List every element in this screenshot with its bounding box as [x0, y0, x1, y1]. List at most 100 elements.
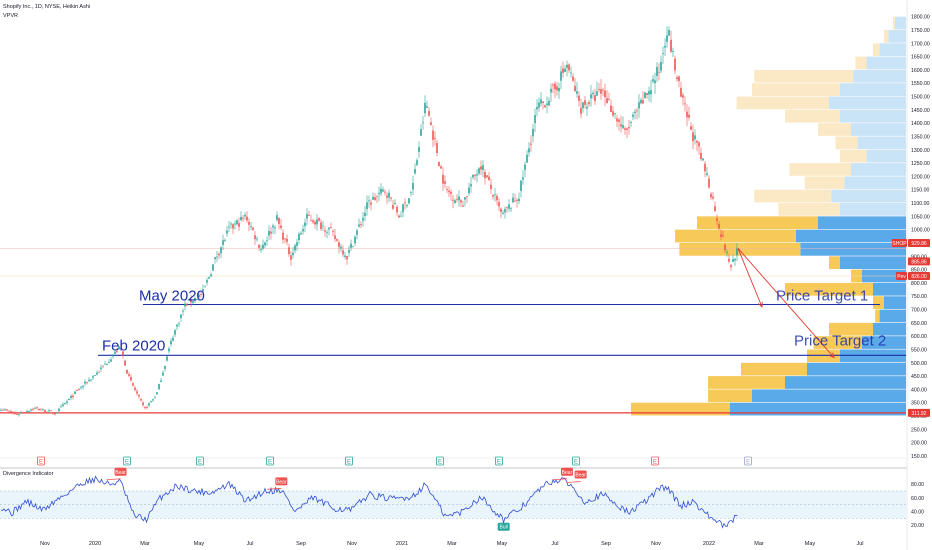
- candle-body: [112, 355, 114, 357]
- candle-body: [720, 234, 722, 237]
- candle-body: [62, 404, 64, 406]
- candle-body: [94, 375, 96, 377]
- earnings-event-label: E: [268, 460, 272, 466]
- candle-body: [202, 289, 204, 291]
- candle-body: [100, 367, 102, 370]
- candle-body: [292, 252, 294, 256]
- candle-body: [474, 174, 476, 176]
- candle-body: [22, 412, 24, 414]
- candle-body: [110, 359, 112, 362]
- candle-body: [582, 102, 584, 109]
- price-axis[interactable]: 150.00 200.00 250.00 300.00 350.00 400.00 450.…: [892, 0, 932, 550]
- candle-body: [270, 231, 272, 234]
- candle-body: [312, 220, 314, 223]
- candle-body: [204, 286, 206, 288]
- candle-body: [386, 195, 388, 198]
- candle-body: [80, 386, 82, 388]
- vp-up-bar: [851, 123, 906, 136]
- signal-label: Bull: [500, 525, 508, 531]
- bear-signal-badge: [114, 467, 127, 476]
- candle-body: [512, 197, 514, 203]
- candle-body: [134, 387, 136, 390]
- earnings-event-marker: [436, 456, 444, 466]
- candle-body: [480, 166, 482, 170]
- candle-body: [174, 330, 176, 335]
- price-tick-label: 150.00: [911, 454, 927, 460]
- vp-down-bar: [708, 376, 785, 389]
- candle-body: [574, 85, 576, 92]
- time-tick-label: Nov: [40, 541, 50, 547]
- candle-body: [458, 196, 460, 201]
- candle-body: [192, 301, 194, 303]
- candle-body: [588, 102, 590, 105]
- rsi-tick-label: 60.00: [911, 496, 924, 502]
- earnings-event-marker: [651, 456, 659, 466]
- candle-body: [168, 348, 170, 352]
- horizontal-lines[interactable]: [0, 248, 906, 414]
- candle-body: [92, 376, 94, 378]
- candle-body: [276, 215, 278, 221]
- vp-up-bar: [879, 43, 906, 57]
- candle-body: [324, 230, 326, 232]
- vp-down-bar: [736, 96, 829, 110]
- candle-body: [416, 160, 418, 165]
- candle-body: [246, 216, 248, 221]
- candle-body: [546, 103, 548, 105]
- price-tick-label: 1000.00: [911, 228, 930, 234]
- candle-body: [600, 89, 602, 94]
- candle-body: [444, 181, 446, 184]
- candle-body: [654, 80, 656, 84]
- vp-down-bar: [829, 322, 873, 336]
- candle-body: [290, 255, 292, 260]
- candle-body: [50, 410, 52, 412]
- rsi-tick-label: 80.00: [911, 482, 924, 488]
- candle-body: [186, 303, 188, 306]
- chart-title: Shopify Inc., 1D, NYSE, Heikin Ashi: [3, 4, 91, 10]
- candle-body: [696, 140, 698, 143]
- symbol-tag: SHOP: [892, 241, 907, 247]
- candle-body: [310, 220, 312, 222]
- candle-body: [118, 346, 120, 350]
- candle-body: [124, 360, 126, 366]
- candle-body: [586, 106, 588, 109]
- candle-body: [520, 180, 522, 191]
- earnings-event-label: E: [438, 460, 442, 466]
- earnings-event-label: E: [39, 460, 43, 466]
- candle-body: [486, 175, 488, 178]
- candle-body: [24, 412, 26, 413]
- earnings-event-label: E: [198, 460, 202, 466]
- signal-label: Bear: [575, 473, 586, 479]
- candle-body: [74, 391, 76, 394]
- earnings-event-marker: [345, 456, 353, 466]
- candle-body: [196, 299, 198, 301]
- time-axis[interactable]: Nov 2020 Mar May Jul Sep Nov 2021 Mar May Jul Sep No…: [40, 541, 863, 547]
- vp-up-bar: [800, 242, 906, 256]
- candle-body: [88, 379, 90, 381]
- prev-close-tag: 826.00: [911, 274, 927, 280]
- candle-body: [328, 227, 330, 230]
- candle-body: [622, 125, 624, 129]
- candle-body: [516, 199, 518, 201]
- candle-body: [302, 228, 304, 232]
- candle-body: [534, 115, 536, 124]
- candle-body: [492, 195, 494, 197]
- vp-down-bar: [679, 242, 801, 256]
- candle-body: [242, 217, 244, 219]
- candle-body: [530, 143, 532, 145]
- candle-body: [672, 51, 674, 52]
- annotation-may-2020: May 2020: [139, 287, 205, 304]
- candle-body: [468, 187, 470, 194]
- candle-body: [712, 196, 714, 199]
- bear-signal-badge: [560, 467, 573, 476]
- candle-body: [284, 238, 286, 240]
- candle-body: [514, 200, 516, 202]
- candle-body: [572, 76, 574, 81]
- candle-body: [522, 177, 524, 180]
- vp-up-bar: [853, 69, 906, 83]
- candle-body: [526, 154, 528, 163]
- candle-body: [48, 410, 50, 412]
- candle-body: [722, 235, 724, 237]
- vp-down-bar: [892, 16, 895, 30]
